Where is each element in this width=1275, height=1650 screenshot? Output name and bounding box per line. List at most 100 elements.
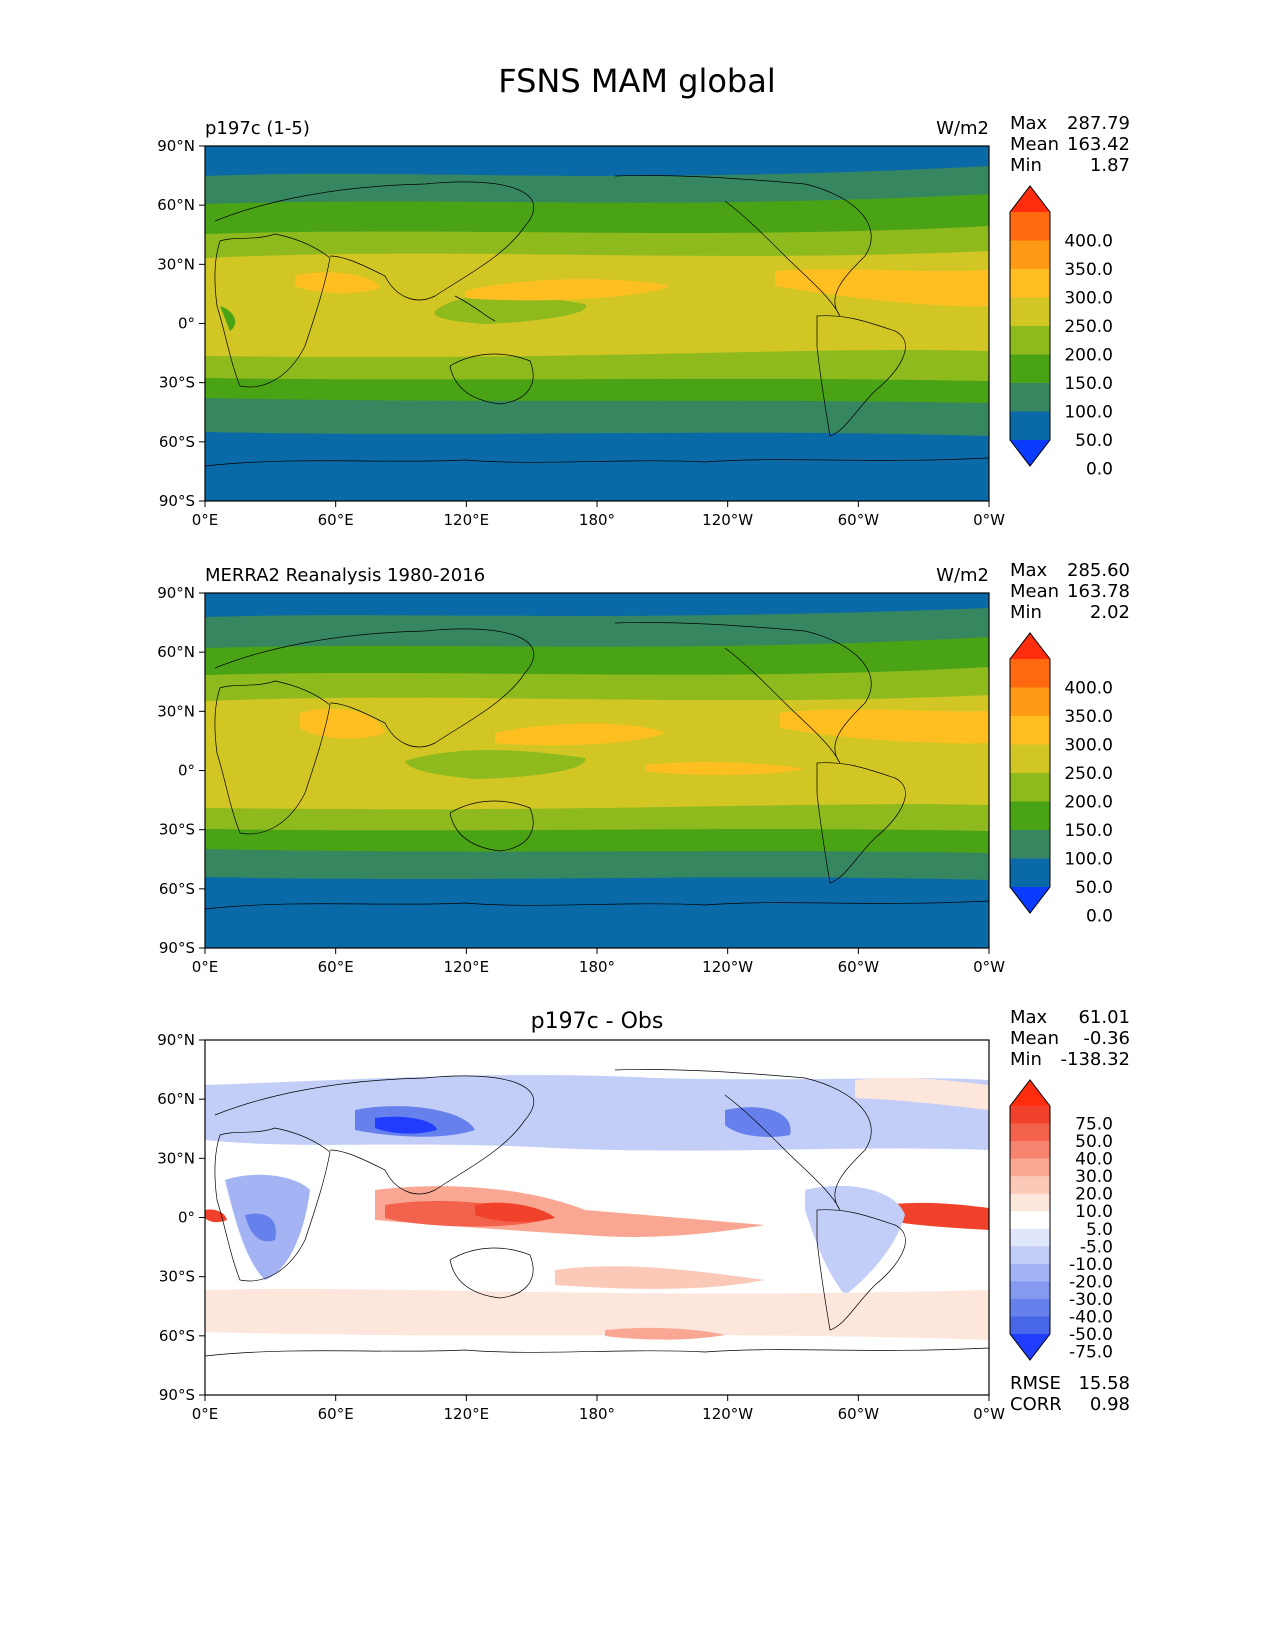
colorbar-swatch [1010,659,1050,689]
colorbar-label: 250.0 [1064,764,1113,784]
colorbar-swatch [1010,354,1050,384]
colorbar-label: 300.0 [1064,736,1113,756]
colorbar-over-swatch [1010,1080,1050,1106]
colorbar-under-swatch [1010,1334,1050,1360]
panel-2-map [205,593,989,948]
lon-tick-label: 0°W [973,1405,1005,1423]
lat-tick-label: 90°N [157,584,195,602]
lat-tick-label: 30°N [157,702,195,720]
panel-2-units: W/m2 [936,565,989,586]
colorbar-swatch [1010,1141,1050,1160]
colorbar-swatch [1010,1193,1050,1212]
lon-tick-label: 180° [579,1405,615,1423]
panel-1-max-value: 287.79 [1067,113,1130,134]
colorbar-outline [1009,185,1051,467]
lon-tick-label: 120°E [444,958,490,976]
colorbar-label: -50.0 [1069,1325,1113,1345]
colorbar-swatch [1010,1281,1050,1300]
colorbar-swatch [1010,830,1050,860]
panel-3-coastlines [204,1069,990,1357]
panel-3-min-value: -138.32 [1061,1049,1130,1070]
colorbar-swatch [1010,716,1050,746]
colorbar-swatch [1010,326,1050,356]
panel-1-mean-value: 163.42 [1067,134,1130,155]
lat-tick-label: 60°S [159,433,195,451]
colorbar-label: 50.0 [1075,1132,1113,1152]
lat-tick-label: 30°S [159,1268,195,1286]
colorbar-label: -10.0 [1069,1255,1113,1275]
panel-2-min-label: Min [1010,602,1042,623]
lat-tick-label: 60°N [157,1090,195,1108]
colorbar-outline [1009,1079,1051,1361]
panel-1-lat-axis: 90°N 60°N 30°N 0° 30°S 60°S 90°S [157,137,205,510]
colorbar-swatch [1010,1158,1050,1177]
colorbar-label: -30.0 [1069,1290,1113,1310]
colorbar-label: 50.0 [1075,878,1113,898]
colorbar-swatch [1010,1298,1050,1318]
panel-3-lon-axis: 0°E 60°E 120°E 180° 120°W 60°W 0°W [192,1395,1005,1423]
panel-3-map [205,1040,989,1395]
lat-tick-label: 0° [178,762,195,780]
colorbar-swatch [1010,1246,1050,1265]
colorbar-label: 50.0 [1075,431,1113,451]
colorbar-label: 400.0 [1064,232,1113,252]
lon-tick-label: 0°W [973,511,1005,529]
colorbar-swatch [1010,240,1050,270]
lon-tick-label: 0°E [192,511,219,529]
colorbar-over-swatch [1010,633,1050,659]
lat-tick-label: 60°N [157,196,195,214]
colorbar-label: 200.0 [1064,346,1113,366]
lat-tick-label: 30°S [159,821,195,839]
panel-2-min-value: 2.02 [1090,602,1130,623]
lon-tick-label: 60°W [838,511,880,529]
colorbar-label: 75.0 [1075,1115,1113,1135]
lat-tick-label: 90°S [159,1386,195,1404]
colorbar-swatch [1010,1106,1050,1125]
lat-tick-label: 60°N [157,643,195,661]
rmse-value: 15.58 [1078,1373,1130,1394]
colorbar-swatch [1010,383,1050,413]
panel-3-title-center: p197c - Obs [531,1009,664,1034]
lat-tick-label: 0° [178,1209,195,1227]
panel-3-error-stats: RMSE 15.58 CORR 0.98 [1010,1373,1130,1415]
lat-tick-label: 30°S [159,374,195,392]
colorbar-swatch [1010,411,1050,441]
panel-1-min-label: Min [1010,155,1042,176]
lat-tick-label: 90°N [157,1031,195,1049]
panel-3: 90°N 60°N 30°N 0° 30°S 60°S 90°S 0°E 60°E 120°E 1… [157,1007,1130,1423]
lon-tick-label: 0°E [192,958,219,976]
panel-1: 90°N 60°N 30°N 0° 30°S 60°S 90°S 0°E 60°E 120°E 1… [157,113,1130,529]
colorbar-swatch [1010,773,1050,803]
colorbar-swatch [1010,297,1050,327]
colorbar-label: 150.0 [1064,821,1113,841]
panel-2-coastlines [204,622,990,910]
lon-tick-label: 120°W [702,1405,753,1423]
colorbar-swatch [1010,858,1050,888]
lon-tick-label: 120°W [702,958,753,976]
colorbar-label: 30.0 [1075,1167,1113,1187]
lat-tick-label: 90°N [157,137,195,155]
colorbar-under-swatch [1010,440,1050,466]
panel-2-colorbar: 400.0 350.0 300.0 250.0 200.0 150.0 100.0 50.0 0… [1009,632,1113,927]
lon-tick-label: 120°E [444,511,490,529]
colorbar-swatch [1010,212,1050,242]
panel-2-lat-axis: 90°N 60°N 30°N 0° 30°S 60°S 90°S [157,584,205,957]
panel-3-max-label: Max [1010,1007,1048,1028]
colorbar-label: 20.0 [1075,1185,1113,1205]
panel-3-max-value: 61.01 [1078,1007,1130,1028]
colorbar-under-swatch [1010,887,1050,913]
lon-tick-label: 120°E [444,1405,490,1423]
lon-tick-label: 60°E [318,1405,354,1423]
lat-tick-label: 60°S [159,880,195,898]
lon-tick-label: 60°W [838,958,880,976]
lon-tick-label: 120°W [702,511,753,529]
panel-2-lon-axis: 0°E 60°E 120°E 180° 120°W 60°W 0°W [192,948,1005,976]
panel-1-lon-axis: 0°E 60°E 120°E 180° 120°W 60°W 0°W [192,501,1005,529]
panel-3-mean-value: -0.36 [1083,1028,1130,1049]
panel-2-max-label: Max [1010,560,1048,581]
panel-1-mean-label: Mean [1010,134,1059,155]
panel-2-mean-label: Mean [1010,581,1059,602]
colorbar-swatch [1010,269,1050,299]
colorbar-swatch [1010,744,1050,774]
panel-1-max-label: Max [1010,113,1048,134]
